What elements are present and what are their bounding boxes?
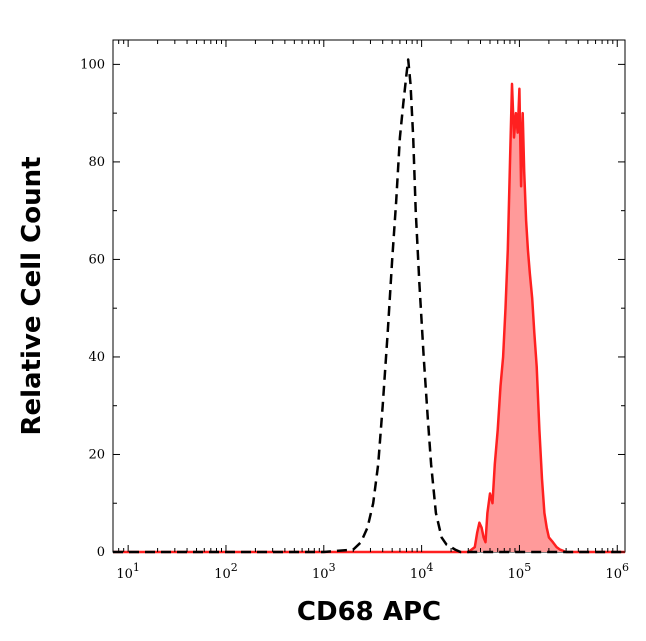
x-tick-label: 106 [605,561,629,582]
isotype-control-line [113,58,625,554]
tick-layer: 0 20 40 60 80 100 101 102 103 104 105 106 [80,40,629,582]
y-tick-label: 40 [88,350,105,365]
cd68-stained-fill [113,83,625,553]
y-axis-title: Relative Cell Count [17,156,47,435]
series-layer [113,58,625,554]
y-tick-label: 20 [88,447,105,462]
y-tick-label: 100 [80,57,105,72]
x-tick-label: 103 [312,561,336,582]
y-tick-label: 0 [97,545,105,560]
x-axis-title: CD68 APC [297,597,441,627]
y-tick-label: 60 [88,252,105,267]
y-tick-label: 80 [88,155,105,170]
plot-frame [112,39,626,553]
cd68-stained-line [113,82,625,554]
x-tick-label: 102 [214,561,238,582]
x-tick-label: 105 [508,561,532,582]
x-tick-label: 101 [116,561,140,582]
x-tick-label: 104 [410,561,434,582]
